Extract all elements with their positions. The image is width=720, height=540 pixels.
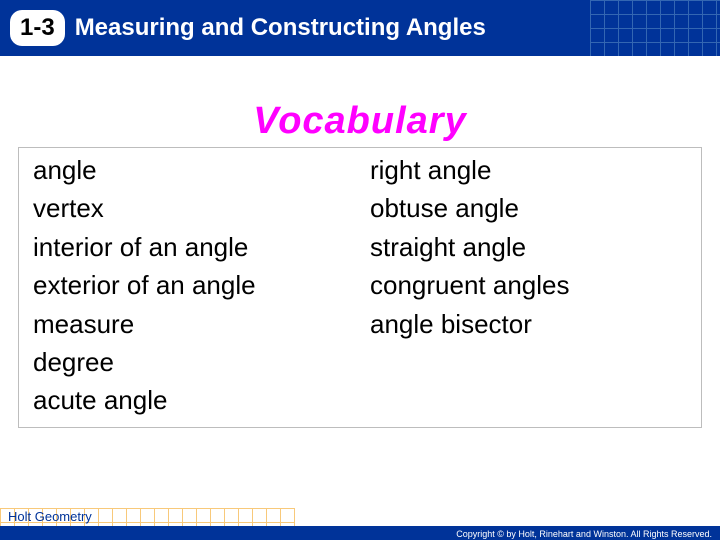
footer: Holt Geometry Copyright © by Holt, Rineh… (0, 510, 720, 540)
section-number-pill: 1-3 (10, 10, 65, 46)
vocab-term: congruent angles (370, 267, 687, 303)
footer-copyright: Copyright © by Holt, Rinehart and Winsto… (456, 529, 712, 539)
vocab-term: angle bisector (370, 306, 687, 342)
vocabulary-box: angle vertex interior of an angle exteri… (18, 147, 702, 428)
vocab-column-right: right angle obtuse angle straight angle … (370, 152, 687, 419)
header-grid-decoration (590, 0, 720, 56)
vocab-term: exterior of an angle (33, 267, 350, 303)
footer-brand: Holt Geometry (8, 509, 92, 524)
header-bar: 1-3 Measuring and Constructing Angles (0, 0, 720, 56)
vocab-term: right angle (370, 152, 687, 188)
vocab-column-left: angle vertex interior of an angle exteri… (33, 152, 350, 419)
vocab-term: acute angle (33, 382, 350, 418)
vocab-term: interior of an angle (33, 229, 350, 265)
vocab-term: straight angle (370, 229, 687, 265)
slide-title: Measuring and Constructing Angles (75, 14, 486, 42)
vocab-term: degree (33, 344, 350, 380)
vocab-term: angle (33, 152, 350, 188)
vocab-term: vertex (33, 190, 350, 226)
section-heading: Vocabulary (0, 100, 720, 143)
vocab-term: measure (33, 306, 350, 342)
vocab-term: obtuse angle (370, 190, 687, 226)
